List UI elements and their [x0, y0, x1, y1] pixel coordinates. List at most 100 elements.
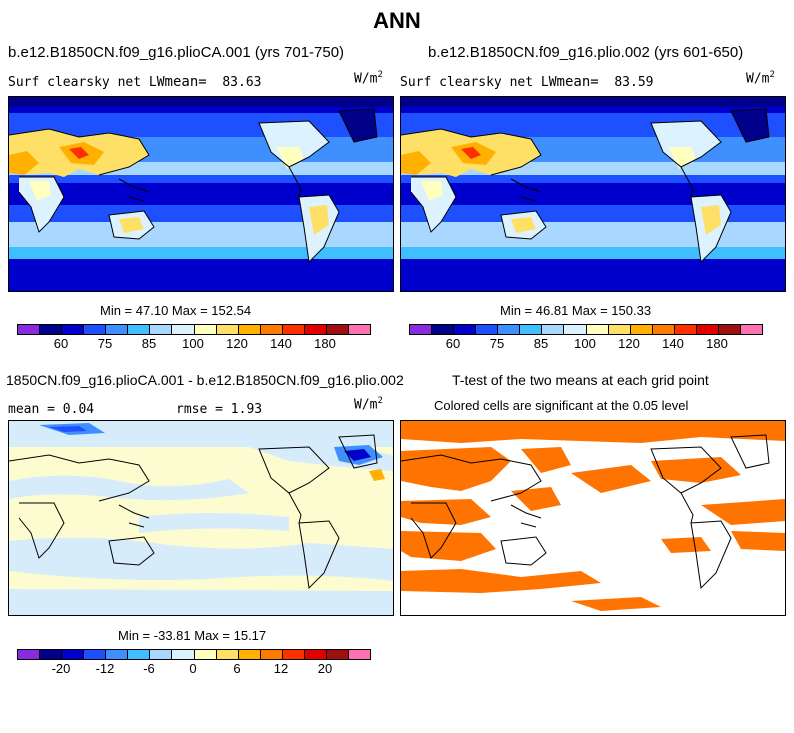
colorbar-swatch — [216, 650, 239, 659]
colorbar-swatch — [630, 325, 653, 334]
colorbar-tick-label: 100 — [182, 336, 204, 351]
colorbar-swatch — [216, 325, 239, 334]
colorbar-swatch — [304, 650, 327, 659]
colorbar-swatch — [62, 650, 85, 659]
colorbar-tick-label: 120 — [618, 336, 640, 351]
case-title-bottom-right: T-test of the two means at each grid poi… — [452, 372, 709, 388]
colorbar-swatch — [84, 325, 107, 334]
map-top-left — [8, 96, 394, 292]
colorbar-swatch — [18, 325, 41, 334]
colorbar-tick-label: 0 — [189, 661, 197, 676]
minmax-bottom-left: Min = -33.81 Max = 15.17 — [118, 628, 267, 643]
colorbar-swatch — [40, 325, 63, 334]
colorbar-top-right — [409, 324, 763, 335]
colorbar-swatch — [542, 325, 565, 334]
colorbar-swatch — [454, 325, 477, 334]
colorbar-swatch — [674, 325, 697, 334]
colorbar-swatch — [150, 650, 173, 659]
minmax-top-left: Min = 47.10 Max = 152.54 — [100, 303, 252, 318]
colorbar-swatch — [128, 325, 151, 334]
colorbar-swatch — [282, 650, 305, 659]
units-exponent: 2 — [377, 70, 383, 80]
colorbar-swatch — [18, 650, 41, 659]
rmse-text-bottom-left: rmse = 1.93 — [176, 402, 263, 417]
colorbar-swatch — [498, 325, 521, 334]
case-title-bottom-left: 1850CN.f09_g16.plioCA.001 - b.e12.B1850C… — [6, 372, 404, 388]
units-bottom-left: W/m2 — [354, 396, 383, 412]
colorbar-swatch — [128, 650, 151, 659]
colorbar-swatch — [608, 325, 631, 334]
colorbar-swatch — [326, 325, 349, 334]
colorbar-bottom-left — [17, 649, 371, 660]
colorbar-swatch — [106, 325, 129, 334]
colorbar-tick-label: 120 — [226, 336, 248, 351]
colorbar-tick-label: 6 — [233, 661, 241, 676]
colorbar-tick-label: 180 — [706, 336, 728, 351]
colorbar-swatch — [40, 650, 63, 659]
colorbar-swatch — [238, 325, 261, 334]
colorbar-swatch — [194, 325, 217, 334]
colorbar-tick-label: 85 — [141, 336, 157, 351]
colorbar-tick-label: -20 — [51, 661, 71, 676]
mean-text-bottom-left: mean = 0.04 — [8, 402, 95, 417]
map-bottom-right — [400, 420, 786, 616]
colorbar-swatch — [194, 650, 217, 659]
mean-label: mean= — [556, 74, 599, 90]
colorbar-swatch — [326, 650, 349, 659]
significance-map — [401, 421, 785, 615]
colorbar-swatch — [520, 325, 543, 334]
colorbar-tick-label: 180 — [314, 336, 336, 351]
colorbar-swatch — [652, 325, 675, 334]
colorbar-swatch — [238, 650, 261, 659]
units-top-right: W/m2 — [746, 70, 775, 86]
variable-label-top-right: Surf clearsky net LWmean= 83.59 — [400, 74, 654, 90]
colorbar-tick-label: 75 — [97, 336, 113, 351]
units-text: W/m — [354, 71, 378, 87]
figure-title: ANN — [373, 8, 421, 33]
colorbar-tick-label: 60 — [445, 336, 461, 351]
colorbar-swatch — [718, 325, 741, 334]
colorbar-tick-label: 20 — [317, 661, 333, 676]
colorbar-tick-label: -12 — [95, 661, 115, 676]
significance-subtitle: Colored cells are significant at the 0.0… — [434, 398, 689, 413]
map-bottom-left — [8, 420, 394, 616]
colorbar-tick-label: 60 — [53, 336, 69, 351]
colorbar-tick-label: -6 — [143, 661, 155, 676]
variable-label-top-left: Surf clearsky net LWmean= 83.63 — [8, 74, 262, 90]
case-title-top-right: b.e12.B1850CN.f09_g16.plio.002 (yrs 601-… — [428, 44, 744, 61]
colorbar-swatch — [62, 325, 85, 334]
units-exponent: 2 — [769, 70, 775, 80]
mean-value: 83.63 — [222, 75, 262, 90]
colorbar-swatch — [476, 325, 499, 334]
colorbar-swatch — [172, 650, 195, 659]
colorbar-tick-label: 140 — [270, 336, 292, 351]
variable-name: Surf clearsky net LW — [8, 75, 165, 90]
case-title-top-left: b.e12.B1850CN.f09_g16.plioCA.001 (yrs 70… — [8, 44, 345, 61]
colorbar-tick-label: 85 — [533, 336, 549, 351]
colorbar-tick-label: 100 — [574, 336, 596, 351]
mean-label: mean= — [164, 74, 207, 90]
mean-value: 83.59 — [614, 75, 654, 90]
variable-name: Surf clearsky net LW — [400, 75, 557, 90]
colorbar-swatch — [106, 650, 129, 659]
units-top-left: W/m2 — [354, 70, 383, 86]
colorbar-swatch — [740, 325, 762, 334]
colorbar-swatch — [348, 325, 370, 334]
units-text: W/m — [354, 397, 378, 413]
colorbar-swatch — [410, 325, 433, 334]
minmax-top-right: Min = 46.81 Max = 150.33 — [500, 303, 652, 318]
map-top-right — [400, 96, 786, 292]
colorbar-swatch — [172, 325, 195, 334]
colorbar-swatch — [84, 650, 107, 659]
colorbar-swatch — [150, 325, 173, 334]
units-exponent: 2 — [377, 396, 383, 406]
lw-map-plio — [401, 97, 785, 291]
colorbar-swatch — [564, 325, 587, 334]
colorbar-swatch — [282, 325, 305, 334]
colorbar-swatch — [432, 325, 455, 334]
colorbar-swatch — [696, 325, 719, 334]
colorbar-tick-label: 75 — [489, 336, 505, 351]
lw-map-plioca — [9, 97, 393, 291]
colorbar-swatch — [304, 325, 327, 334]
colorbar-swatch — [348, 650, 370, 659]
